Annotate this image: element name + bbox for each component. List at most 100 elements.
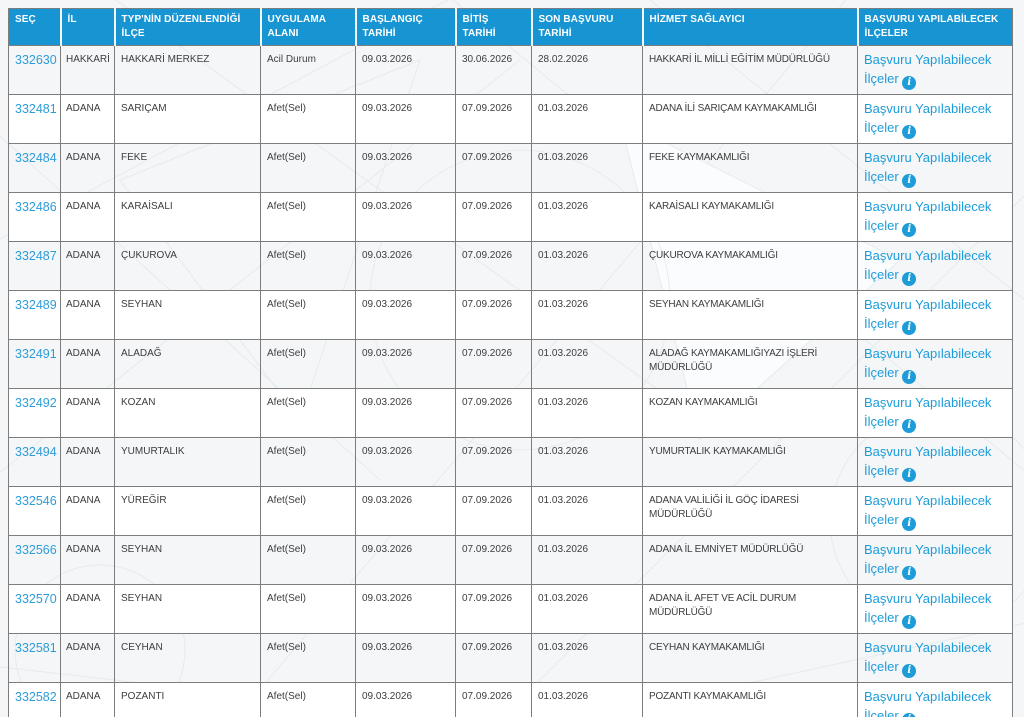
cell-hizmet-saglayici: KOZAN KAYMAKAMLIĞI (642, 388, 858, 438)
info-circle-icon: i (902, 76, 917, 90)
row-id-link[interactable]: 332566 (15, 543, 57, 557)
cell-sec: 332581 (8, 633, 61, 683)
apply-districts-link[interactable]: Başvuru Yapılabilecek İlçeler i (864, 638, 1006, 678)
table-row: 332581 ADANA CEYHAN Afet(Sel) 09.03.2026 07.0… (8, 633, 1013, 683)
row-id-link[interactable]: 332486 (15, 200, 57, 214)
apply-districts-label: Başvuru Yapılabilecek İlçeler (864, 689, 992, 717)
cell-il: ADANA (60, 388, 115, 438)
cell-uygulama-alani: Acil Durum (260, 45, 356, 95)
apply-districts-label: Başvuru Yapılabilecek İlçeler (864, 297, 992, 331)
apply-districts-link[interactable]: Başvuru Yapılabilecek İlçeler i (864, 295, 1006, 335)
info-circle-icon: i (902, 419, 917, 433)
apply-districts-label: Başvuru Yapılabilecek İlçeler (864, 199, 992, 233)
row-id-link[interactable]: 332581 (15, 641, 57, 655)
row-id-link[interactable]: 332546 (15, 494, 57, 508)
cell-sec: 332489 (8, 290, 61, 340)
cell-basvuru-ilceler: Başvuru Yapılabilecek İlçeler i (857, 437, 1013, 487)
apply-districts-link[interactable]: Başvuru Yapılabilecek İlçeler i (864, 148, 1006, 188)
cell-uygulama-alani: Afet(Sel) (260, 486, 356, 536)
cell-son-basvuru-tarihi: 01.03.2026 (531, 437, 643, 487)
cell-basvuru-ilceler: Başvuru Yapılabilecek İlçeler i (857, 633, 1013, 683)
info-circle-icon: i (902, 517, 917, 531)
apply-districts-link[interactable]: Başvuru Yapılabilecek İlçeler i (864, 50, 1006, 90)
row-id-link[interactable]: 332630 (15, 53, 57, 67)
cell-baslangic-tarihi: 09.03.2026 (355, 143, 456, 193)
apply-districts-label: Başvuru Yapılabilecek İlçeler (864, 150, 992, 184)
apply-districts-link[interactable]: Başvuru Yapılabilecek İlçeler i (864, 442, 1006, 482)
info-circle-icon: i (902, 272, 917, 286)
cell-bitis-tarihi: 07.09.2026 (455, 682, 532, 717)
cell-il: ADANA (60, 290, 115, 340)
apply-districts-label: Başvuru Yapılabilecek İlçeler (864, 640, 992, 674)
cell-uygulama-alani: Afet(Sel) (260, 388, 356, 438)
cell-sec: 332492 (8, 388, 61, 438)
row-id-link[interactable]: 332484 (15, 151, 57, 165)
cell-baslangic-tarihi: 09.03.2026 (355, 682, 456, 717)
cell-baslangic-tarihi: 09.03.2026 (355, 633, 456, 683)
cell-basvuru-ilceler: Başvuru Yapılabilecek İlçeler i (857, 339, 1013, 389)
apply-districts-link[interactable]: Başvuru Yapılabilecek İlçeler i (864, 491, 1006, 531)
cell-bitis-tarihi: 07.09.2026 (455, 241, 532, 291)
table-row: 332570 ADANA SEYHAN Afet(Sel) 09.03.2026 07.0… (8, 584, 1013, 634)
cell-son-basvuru-tarihi: 01.03.2026 (531, 682, 643, 717)
cell-ilce: POZANTI (114, 682, 261, 717)
column-header-uygulama_alani: UYGULAMA ALANI (260, 8, 357, 46)
info-circle-icon: i (902, 125, 917, 139)
row-id-link[interactable]: 332494 (15, 445, 57, 459)
apply-districts-label: Başvuru Yapılabilecek İlçeler (864, 591, 992, 625)
cell-basvuru-ilceler: Başvuru Yapılabilecek İlçeler i (857, 584, 1013, 634)
apply-districts-label: Başvuru Yapılabilecek İlçeler (864, 52, 992, 86)
cell-ilce: CEYHAN (114, 633, 261, 683)
cell-il: ADANA (60, 241, 115, 291)
cell-hizmet-saglayici: ADANA İLİ SARIÇAM KAYMAKAMLIĞI (642, 94, 858, 144)
cell-basvuru-ilceler: Başvuru Yapılabilecek İlçeler i (857, 388, 1013, 438)
cell-son-basvuru-tarihi: 01.03.2026 (531, 192, 643, 242)
cell-son-basvuru-tarihi: 01.03.2026 (531, 388, 643, 438)
apply-districts-link[interactable]: Başvuru Yapılabilecek İlçeler i (864, 197, 1006, 237)
table-row: 332491 ADANA ALADAĞ Afet(Sel) 09.03.2026 07.0… (8, 339, 1013, 389)
cell-son-basvuru-tarihi: 01.03.2026 (531, 143, 643, 193)
cell-sec: 332570 (8, 584, 61, 634)
row-id-link[interactable]: 332492 (15, 396, 57, 410)
cell-ilce: KOZAN (114, 388, 261, 438)
row-id-link[interactable]: 332481 (15, 102, 57, 116)
cell-basvuru-ilceler: Başvuru Yapılabilecek İlçeler i (857, 241, 1013, 291)
cell-uygulama-alani: Afet(Sel) (260, 192, 356, 242)
table-row: 332494 ADANA YUMURTALIK Afet(Sel) 09.03.2026… (8, 437, 1013, 487)
cell-sec: 332491 (8, 339, 61, 389)
table-row: 332546 ADANA YÜREĞİR Afet(Sel) 09.03.2026 07.… (8, 486, 1013, 536)
cell-hizmet-saglayici: ADANA İL EMNİYET MÜDÜRLÜĞÜ (642, 535, 858, 585)
apply-districts-link[interactable]: Başvuru Yapılabilecek İlçeler i (864, 687, 1006, 717)
cell-il: HAKKARİ (60, 45, 115, 95)
info-circle-icon: i (902, 223, 917, 237)
column-header-basvuru: BAŞVURU YAPILABİLECEK İLÇELER (857, 8, 1013, 46)
apply-districts-link[interactable]: Başvuru Yapılabilecek İlçeler i (864, 589, 1006, 629)
apply-districts-link[interactable]: Başvuru Yapılabilecek İlçeler i (864, 344, 1006, 384)
cell-ilce: ALADAĞ (114, 339, 261, 389)
cell-ilce: YUMURTALIK (114, 437, 261, 487)
cell-basvuru-ilceler: Başvuru Yapılabilecek İlçeler i (857, 290, 1013, 340)
row-id-link[interactable]: 332582 (15, 690, 57, 704)
info-circle-icon: i (902, 566, 917, 580)
cell-bitis-tarihi: 07.09.2026 (455, 94, 532, 144)
row-id-link[interactable]: 332570 (15, 592, 57, 606)
cell-il: ADANA (60, 682, 115, 717)
apply-districts-link[interactable]: Başvuru Yapılabilecek İlçeler i (864, 540, 1006, 580)
row-id-link[interactable]: 332491 (15, 347, 57, 361)
column-header-son_basvuru: SON BAŞVURU TARİHİ (531, 8, 644, 46)
apply-districts-link[interactable]: Başvuru Yapılabilecek İlçeler i (864, 246, 1006, 286)
cell-il: ADANA (60, 339, 115, 389)
cell-uygulama-alani: Afet(Sel) (260, 94, 356, 144)
cell-bitis-tarihi: 30.06.2026 (455, 45, 532, 95)
table-row: 332481 ADANA SARIÇAM Afet(Sel) 09.03.2026 07.… (8, 94, 1013, 144)
cell-son-basvuru-tarihi: 01.03.2026 (531, 535, 643, 585)
cell-basvuru-ilceler: Başvuru Yapılabilecek İlçeler i (857, 45, 1013, 95)
cell-bitis-tarihi: 07.09.2026 (455, 486, 532, 536)
cell-ilce: FEKE (114, 143, 261, 193)
cell-basvuru-ilceler: Başvuru Yapılabilecek İlçeler i (857, 682, 1013, 717)
cell-sec: 332486 (8, 192, 61, 242)
apply-districts-link[interactable]: Başvuru Yapılabilecek İlçeler i (864, 99, 1006, 139)
row-id-link[interactable]: 332487 (15, 249, 57, 263)
apply-districts-link[interactable]: Başvuru Yapılabilecek İlçeler i (864, 393, 1006, 433)
row-id-link[interactable]: 332489 (15, 298, 57, 312)
